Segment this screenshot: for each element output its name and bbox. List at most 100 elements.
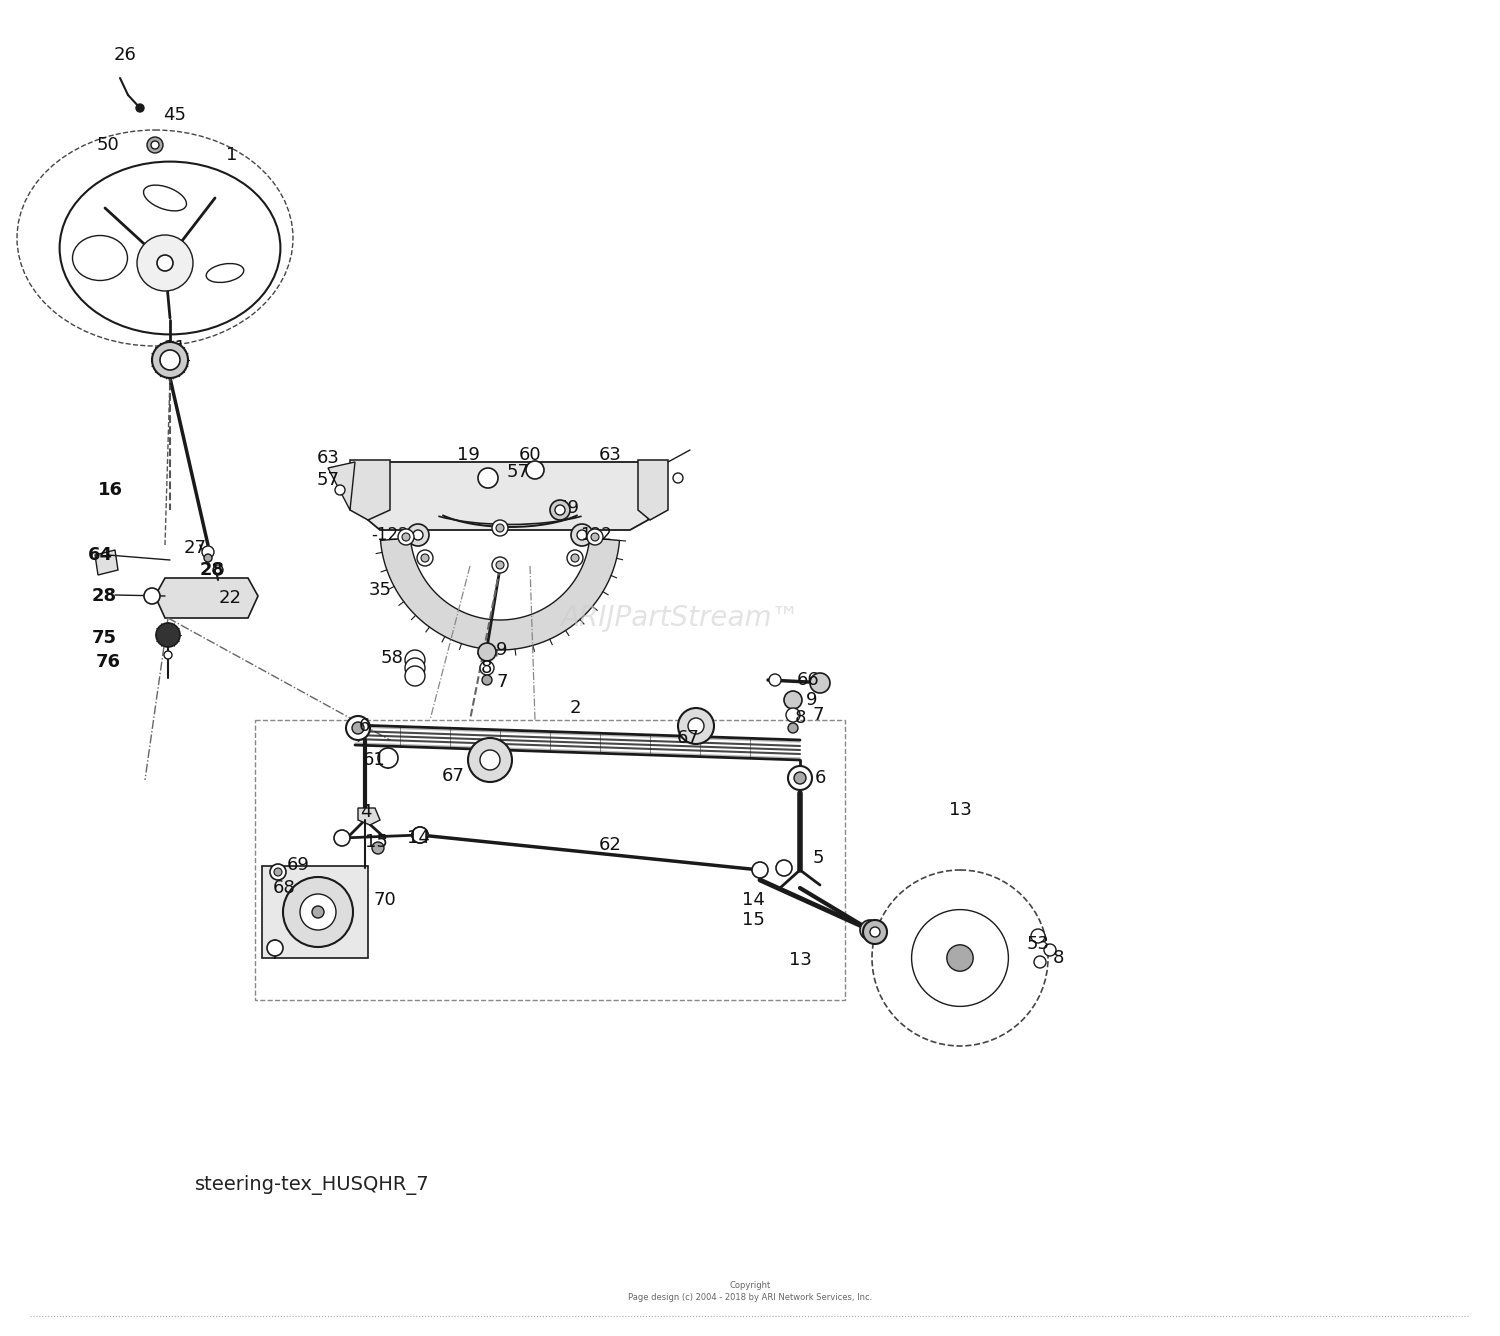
Text: Page design (c) 2004 - 2018 by ARI Network Services, Inc.: Page design (c) 2004 - 2018 by ARI Netwo… (628, 1293, 872, 1303)
Text: 64: 64 (87, 546, 112, 564)
Circle shape (300, 894, 336, 930)
Text: 28: 28 (200, 561, 225, 578)
Text: 8: 8 (1053, 949, 1064, 967)
Text: Copyright: Copyright (729, 1280, 771, 1289)
Circle shape (312, 906, 324, 918)
Text: 6: 6 (815, 770, 825, 787)
Circle shape (372, 842, 384, 854)
Circle shape (417, 550, 434, 566)
Circle shape (136, 104, 144, 112)
Circle shape (398, 529, 414, 545)
Text: 13: 13 (789, 951, 812, 969)
Text: 21: 21 (164, 339, 186, 357)
Circle shape (413, 530, 423, 540)
Circle shape (346, 716, 370, 740)
Circle shape (810, 673, 830, 693)
Circle shape (859, 921, 880, 941)
Circle shape (1034, 957, 1046, 969)
Circle shape (496, 561, 504, 569)
Text: 6: 6 (358, 717, 369, 735)
Circle shape (405, 651, 424, 669)
Circle shape (550, 500, 570, 520)
Text: 50: 50 (96, 136, 120, 154)
Circle shape (334, 485, 345, 496)
Circle shape (794, 772, 806, 784)
Circle shape (578, 530, 586, 540)
Polygon shape (358, 808, 380, 826)
Circle shape (480, 661, 494, 675)
Circle shape (413, 827, 428, 843)
Circle shape (406, 524, 429, 546)
Circle shape (678, 708, 714, 744)
Polygon shape (350, 460, 390, 520)
Circle shape (674, 473, 682, 484)
Polygon shape (94, 550, 118, 574)
Text: 9: 9 (496, 641, 507, 659)
Polygon shape (262, 866, 368, 958)
Text: 19: 19 (456, 446, 480, 464)
Circle shape (144, 588, 160, 604)
Circle shape (352, 721, 364, 733)
Polygon shape (328, 462, 356, 510)
Text: 57: 57 (507, 464, 530, 481)
Circle shape (267, 941, 284, 957)
Circle shape (213, 565, 223, 574)
Circle shape (160, 350, 180, 370)
Circle shape (147, 138, 164, 154)
Circle shape (284, 876, 352, 947)
Text: 14: 14 (406, 830, 429, 847)
Circle shape (1030, 929, 1045, 943)
Circle shape (136, 235, 194, 291)
Circle shape (784, 691, 802, 709)
Text: 76: 76 (96, 653, 120, 671)
Circle shape (478, 643, 496, 661)
Circle shape (480, 749, 500, 770)
Text: 60: 60 (519, 446, 542, 464)
Text: 59: 59 (556, 500, 579, 517)
Circle shape (334, 830, 350, 846)
Text: 9: 9 (807, 691, 818, 709)
Text: 63: 63 (316, 449, 339, 468)
Text: ARIJPartStream™: ARIJPartStream™ (561, 604, 800, 632)
Text: 27: 27 (183, 538, 207, 557)
Text: 58: 58 (381, 649, 404, 667)
Text: 15: 15 (741, 911, 765, 929)
Circle shape (496, 524, 504, 532)
Text: -122: -122 (370, 526, 410, 544)
Circle shape (526, 461, 544, 480)
Circle shape (422, 554, 429, 562)
Circle shape (413, 827, 428, 843)
Text: 26: 26 (114, 45, 136, 64)
Circle shape (776, 860, 792, 876)
Circle shape (555, 505, 566, 514)
Text: 68: 68 (273, 879, 296, 896)
Text: 13: 13 (948, 802, 972, 819)
Text: 2: 2 (570, 699, 580, 717)
Text: 45: 45 (164, 106, 186, 124)
Text: 66: 66 (796, 671, 819, 689)
Text: 69: 69 (286, 856, 309, 874)
Circle shape (478, 468, 498, 488)
Polygon shape (368, 462, 650, 530)
Circle shape (912, 910, 1008, 1006)
Circle shape (786, 708, 800, 721)
Text: 28: 28 (92, 587, 117, 605)
Circle shape (405, 667, 424, 685)
Circle shape (572, 524, 592, 546)
Text: steering-tex_HUSQHR_7: steering-tex_HUSQHR_7 (195, 1174, 429, 1194)
Circle shape (468, 737, 512, 782)
Circle shape (870, 927, 880, 937)
Text: 4: 4 (360, 803, 372, 822)
Circle shape (567, 550, 584, 566)
Circle shape (871, 870, 1048, 1046)
Circle shape (482, 675, 492, 685)
Circle shape (402, 533, 410, 541)
Circle shape (688, 717, 703, 733)
Text: 16: 16 (98, 481, 123, 500)
Circle shape (204, 554, 212, 562)
Circle shape (405, 659, 424, 677)
Text: 67: 67 (676, 729, 699, 747)
Text: 15: 15 (364, 834, 387, 851)
Circle shape (788, 723, 798, 733)
Circle shape (270, 864, 286, 880)
